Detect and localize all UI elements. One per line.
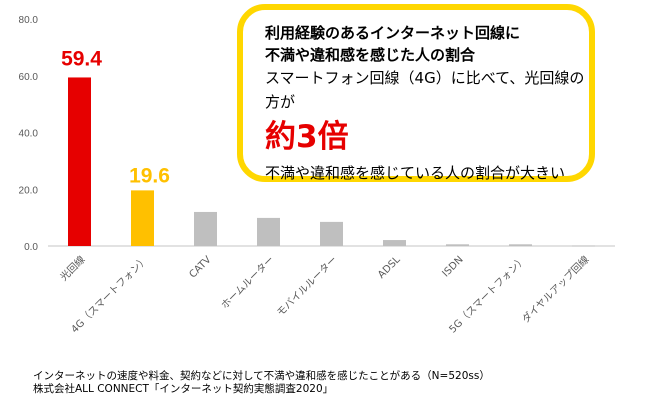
data-label: 59.4 [61,47,102,70]
callout-line3: スマートフォン回線（4G）に比べて、光回線の方が [265,69,585,111]
y-tick-label: 20.0 [19,185,39,196]
bar-7 [509,244,532,246]
x-category-label: 光回線 [57,253,87,283]
footnote-line1: インターネットの速度や料金、契約などに対して不満や違和感を感じたことがある（N=… [33,370,490,382]
bar-0 [68,77,91,246]
callout-big: 約3倍 [265,119,349,155]
callout-line4: 不満や違和感を感じている人の割合が大きい [265,164,566,182]
callout-line2: 不満や違和感を感じた人の割合 [265,46,476,64]
data-label: 19.6 [129,164,170,187]
x-category-label: モバイルルーター [275,254,340,319]
x-category-label: ホームルーター [219,254,277,312]
x-category-label: ISDN [441,254,466,279]
y-tick-label: 80.0 [19,15,39,26]
bar-1 [131,190,154,246]
y-tick-label: 60.0 [19,72,39,83]
callout-line1: 利用経験のあるインターネット回線に [265,24,521,42]
x-category-label: ダイヤルアップ回線 [519,253,592,326]
bar-6 [446,244,469,246]
footnote-line2: 株式会社ALL CONNECT「インターネット契約実態調査2020」 [33,383,334,395]
footnote: インターネットの速度や料金、契約などに対して不満や違和感を感じたことがある（N=… [33,370,490,396]
y-tick-label: 0.0 [24,242,38,253]
x-category-label: ADSL [376,254,403,281]
bar-5 [383,240,406,246]
x-category-label: CATV [187,254,213,280]
bar-chart: 0.020.040.060.080.059.4光回線19.64G（スマートフォン… [19,15,615,336]
bar-2 [194,211,217,246]
y-tick-label: 40.0 [19,129,39,140]
bar-8 [572,245,595,247]
callout-box: 利用経験のあるインターネット回線に 不満や違和感を感じた人の割合 スマートフォン… [237,4,595,182]
bar-3 [257,217,280,246]
bar-4 [320,221,343,246]
